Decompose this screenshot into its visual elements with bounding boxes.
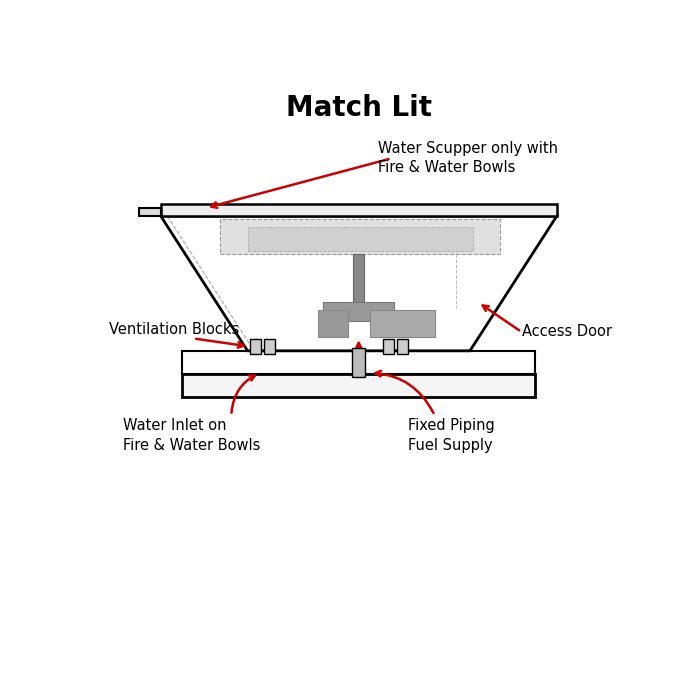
Bar xyxy=(323,302,394,321)
Bar xyxy=(220,218,500,254)
Bar xyxy=(383,339,394,354)
Bar xyxy=(352,348,365,377)
Text: Ventilation Blocks: Ventilation Blocks xyxy=(109,322,239,337)
Text: Water Inlet on
Fire & Water Bowls: Water Inlet on Fire & Water Bowls xyxy=(122,418,260,453)
Bar xyxy=(397,339,407,354)
Bar xyxy=(139,208,161,216)
Text: Water Scupper only with
Fire & Water Bowls: Water Scupper only with Fire & Water Bow… xyxy=(378,141,558,176)
Bar xyxy=(248,227,472,251)
Bar xyxy=(183,351,535,374)
Bar xyxy=(251,339,261,354)
Text: Fixed Piping
Fuel Supply: Fixed Piping Fuel Supply xyxy=(407,418,494,453)
Text: Match Lit: Match Lit xyxy=(286,94,432,122)
Bar xyxy=(370,310,435,337)
Bar xyxy=(354,254,364,308)
Bar xyxy=(183,374,535,397)
Bar xyxy=(264,339,274,354)
Text: Access Door: Access Door xyxy=(522,324,612,340)
Bar xyxy=(161,204,556,216)
Bar xyxy=(318,310,348,337)
